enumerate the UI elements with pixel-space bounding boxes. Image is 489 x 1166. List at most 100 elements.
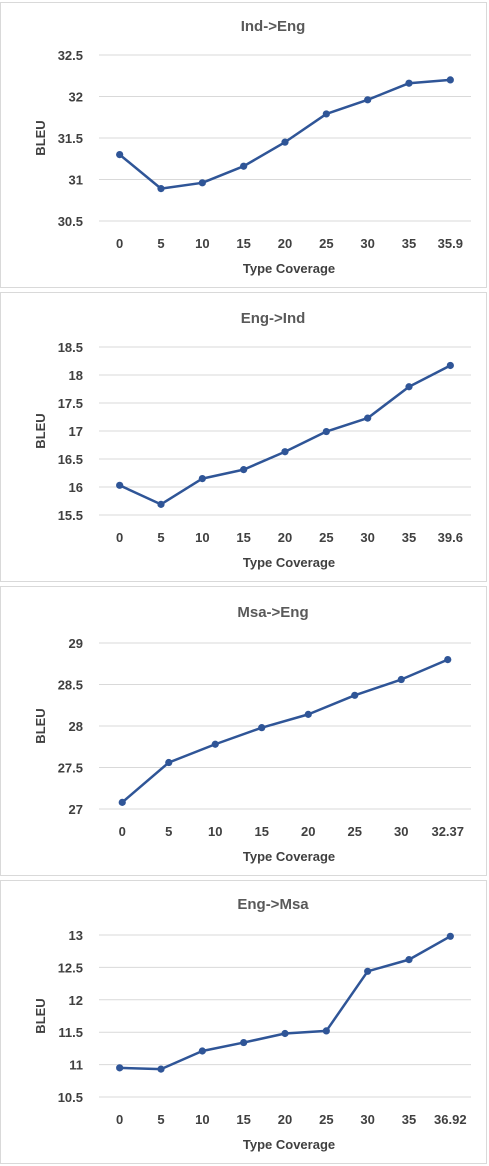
x-axis-title: Type Coverage (243, 555, 335, 570)
y-tick-label: 32.5 (58, 48, 83, 63)
data-point (240, 162, 248, 170)
x-tick-label: 5 (157, 1112, 164, 1127)
chart-title: Ind->Eng (241, 18, 306, 35)
data-point (405, 79, 413, 87)
x-tick-label: 0 (116, 530, 123, 545)
data-point (446, 361, 454, 370)
y-tick-label: 28.5 (58, 678, 83, 693)
chart-eng-msa: Eng->Msa 10.5 11 11.5 12 12.5 13 0 5 10 15 20 25 30 35… (0, 880, 487, 1164)
chart-title: Eng->Msa (237, 896, 309, 913)
y-tick-label: 28 (69, 719, 83, 734)
y-tick-label: 11.5 (58, 1025, 83, 1040)
data-point (198, 475, 206, 483)
x-axis-title: Type Coverage (243, 849, 335, 864)
x-tick-label: 25 (319, 530, 333, 545)
x-tick-label: 20 (278, 1112, 292, 1127)
data-point (364, 967, 372, 975)
data-point (281, 138, 289, 146)
x-tick-label: 35 (402, 1112, 416, 1127)
y-tick-label: 17 (69, 424, 83, 439)
data-point (198, 1047, 206, 1055)
x-tick-label: 35 (402, 236, 416, 251)
data-point (258, 724, 266, 732)
data-point (444, 656, 452, 664)
y-tick-label: 27 (69, 802, 83, 817)
data-point (405, 956, 413, 964)
data-point (405, 383, 413, 391)
data-point (157, 185, 165, 193)
y-tick-label: 16.5 (58, 452, 83, 467)
x-tick-label: 30 (360, 236, 374, 251)
data-point (198, 179, 206, 187)
data-point (240, 1038, 248, 1047)
x-tick-label: 36.92 (434, 1112, 467, 1127)
y-tick-label: 31.5 (58, 131, 83, 146)
x-tick-label: 39.6 (438, 530, 463, 545)
x-tick-label: 5 (157, 236, 164, 251)
x-tick-label: 5 (165, 824, 172, 839)
y-tick-label: 31 (69, 173, 83, 188)
x-tick-label: 20 (278, 236, 292, 251)
chart-ind-eng: Ind->Eng 30.5 31 31.5 32 32.5 0 5 10 15 20 25 30 35 35… (0, 2, 487, 288)
x-tick-label: 20 (301, 824, 315, 839)
x-tick-label: 35 (402, 530, 416, 545)
y-tick-label: 12.5 (58, 960, 83, 975)
data-point (397, 675, 405, 684)
data-point (116, 481, 124, 489)
y-tick-label: 15.5 (58, 508, 83, 523)
chart-svg: Msa->Eng 27 27.5 28 28.5 29 0 5 10 15 20 25 30 32.37 T… (33, 604, 471, 864)
x-tick-label: 15 (236, 1112, 250, 1127)
data-point (116, 1064, 124, 1072)
y-tick-label: 18.5 (58, 340, 83, 355)
y-tick-label: 18 (69, 368, 83, 383)
data-point (281, 448, 289, 456)
x-axis-title: Type Coverage (243, 1137, 335, 1152)
y-axis-title: BLEU (33, 120, 48, 155)
x-tick-label: 15 (236, 236, 250, 251)
x-tick-label: 10 (195, 530, 209, 545)
chart-svg: Eng->Msa 10.5 11 11.5 12 12.5 13 0 5 10 15 20 25 30 35… (33, 896, 471, 1152)
x-tick-label: 15 (236, 530, 250, 545)
x-tick-label: 0 (119, 824, 126, 839)
y-tick-label: 12 (69, 993, 83, 1008)
data-point (240, 466, 248, 474)
data-point (364, 96, 372, 104)
x-tick-label: 25 (319, 1112, 333, 1127)
data-point (322, 427, 330, 436)
y-tick-label: 32 (69, 90, 83, 105)
chart-eng-ind: Eng->Ind 15.5 16 16.5 17 17.5 18 18.5 0 5 10 15 20 25… (0, 292, 487, 582)
y-tick-label: 17.5 (58, 396, 83, 411)
data-point (157, 500, 165, 508)
data-point (322, 110, 330, 118)
x-tick-label: 0 (116, 236, 123, 251)
x-tick-label: 20 (278, 530, 292, 545)
x-tick-label: 30 (360, 530, 374, 545)
y-tick-label: 27.5 (58, 761, 83, 776)
x-axis-title: Type Coverage (243, 261, 335, 276)
data-point (157, 1065, 165, 1073)
y-axis-title: BLEU (33, 708, 48, 743)
x-tick-label: 25 (348, 824, 362, 839)
y-tick-label: 10.5 (58, 1090, 83, 1105)
x-tick-label: 35.9 (438, 236, 463, 251)
x-tick-label: 10 (195, 236, 209, 251)
chart-svg: Eng->Ind 15.5 16 16.5 17 17.5 18 18.5 0 5 10 15 20 25… (33, 310, 471, 570)
y-tick-label: 13 (69, 928, 83, 943)
data-point (446, 76, 454, 84)
y-tick-label: 11 (69, 1058, 83, 1073)
series-line (121, 658, 449, 804)
chart-svg: Ind->Eng 30.5 31 31.5 32 32.5 0 5 10 15 20 25 30 35 35… (33, 18, 471, 276)
data-point (118, 798, 126, 806)
data-point (165, 758, 173, 767)
chart-title: Msa->Eng (237, 604, 308, 621)
y-tick-label: 16 (69, 480, 83, 495)
y-axis-title: BLEU (33, 998, 48, 1033)
x-tick-label: 0 (116, 1112, 123, 1127)
data-point (322, 1027, 330, 1035)
data-point (304, 710, 312, 718)
data-point (116, 151, 124, 159)
chart-title: Eng->Ind (241, 310, 306, 327)
y-axis-title: BLEU (33, 413, 48, 448)
data-point (364, 414, 372, 422)
x-tick-label: 10 (208, 824, 222, 839)
